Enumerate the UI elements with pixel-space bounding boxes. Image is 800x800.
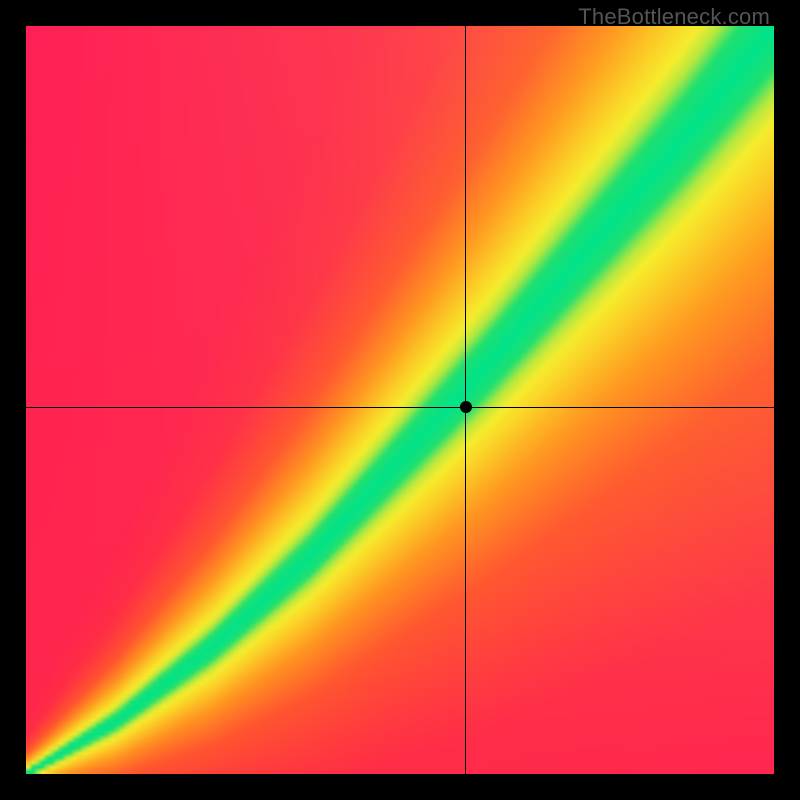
heatmap-canvas	[26, 26, 774, 774]
crosshair-horizontal	[26, 407, 774, 408]
plot-area	[26, 26, 774, 774]
crosshair-vertical	[465, 26, 466, 774]
watermark-text: TheBottleneck.com	[578, 4, 770, 30]
crosshair-marker	[460, 401, 472, 413]
